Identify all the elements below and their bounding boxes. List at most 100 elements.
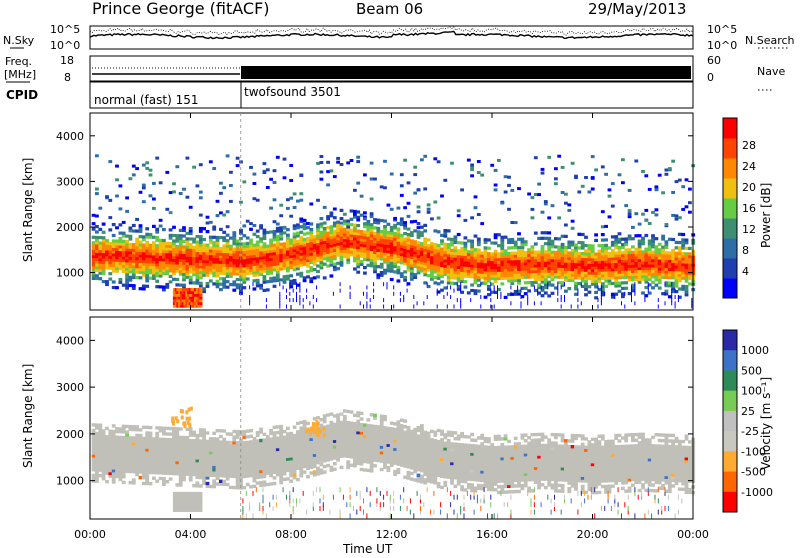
velocity-cell <box>142 426 146 429</box>
velocity-cell <box>172 472 176 475</box>
power-cell <box>464 242 468 245</box>
power-cell <box>423 259 427 262</box>
power-cell <box>474 206 478 209</box>
power-cell <box>634 234 638 237</box>
power-cell <box>182 265 186 268</box>
power-cell <box>266 305 267 309</box>
power-cell <box>376 249 380 252</box>
power-cell <box>253 268 257 271</box>
power-cell <box>651 211 655 214</box>
power-cell <box>581 241 585 244</box>
power-cell <box>588 250 592 253</box>
velocity-cell <box>253 437 257 440</box>
power-cell <box>299 239 303 242</box>
velocity-cell <box>108 430 112 433</box>
velocity-cell <box>209 468 213 471</box>
velocity-cell <box>196 434 200 437</box>
power-cell <box>209 247 213 250</box>
power-cell <box>363 211 367 214</box>
power-cell <box>521 260 525 263</box>
power-cell <box>484 238 488 241</box>
power-cell <box>229 200 233 203</box>
power-cell <box>668 282 672 285</box>
power-cell <box>655 185 659 188</box>
power-cell <box>400 217 404 220</box>
power-cell <box>514 241 518 244</box>
velocity-cell <box>159 438 163 441</box>
power-cell <box>628 292 632 295</box>
power-cell <box>393 251 397 254</box>
power-cell <box>98 207 102 210</box>
power-cell <box>182 256 186 259</box>
power-cell <box>574 176 578 179</box>
velocity-cell <box>175 444 179 447</box>
power-cell <box>534 242 538 245</box>
velocity-cell <box>293 506 294 511</box>
power-cell <box>326 254 330 257</box>
power-cell <box>671 276 675 279</box>
velocity-cell <box>323 465 327 468</box>
velocity-cell <box>222 480 226 483</box>
power-cell <box>443 243 447 246</box>
power-cell <box>631 265 635 268</box>
velocity-cell <box>326 464 330 467</box>
power-cell <box>621 243 625 246</box>
power-cell <box>323 233 327 236</box>
power-cell <box>537 264 541 267</box>
power-cell <box>376 219 380 222</box>
power-cell <box>581 279 585 282</box>
power-cell <box>443 265 447 268</box>
power-cell <box>514 276 518 279</box>
power-cell <box>678 216 682 219</box>
power-cell <box>608 260 612 263</box>
power-cell <box>631 237 635 240</box>
power-cell <box>564 235 568 238</box>
velocity-cell <box>105 480 109 483</box>
velocity-cell <box>135 434 139 437</box>
power-cell <box>242 264 246 267</box>
power-cell <box>353 246 357 249</box>
power-cell <box>614 246 618 249</box>
power-cell <box>541 253 545 256</box>
nave-tick-bottom: 0 <box>707 71 714 84</box>
power-cell <box>112 267 116 270</box>
freq-tick-top: 18 <box>60 54 74 67</box>
power-cell <box>263 234 267 237</box>
power-cell <box>675 257 679 260</box>
power-cell <box>484 296 488 299</box>
power-cell <box>246 261 250 264</box>
power-cell <box>139 260 143 263</box>
power-cell <box>591 274 595 277</box>
power-cell <box>135 271 139 274</box>
power-cell <box>420 250 424 253</box>
power-cell <box>105 195 109 198</box>
power-cell <box>363 222 367 225</box>
power-cell <box>189 237 193 240</box>
power-cell <box>675 279 679 282</box>
velocity-cell <box>226 477 230 480</box>
power-cell <box>477 160 481 163</box>
power-cell <box>186 276 190 279</box>
power-cell <box>551 240 555 243</box>
power-cell <box>303 305 304 309</box>
power-cell <box>152 269 156 272</box>
power-cell <box>417 188 421 191</box>
velocity-cell <box>226 483 230 486</box>
power-cell <box>628 215 632 218</box>
power-cell <box>289 215 293 218</box>
power-cell <box>256 241 260 244</box>
power-cell <box>253 224 257 227</box>
power-cell <box>259 267 263 270</box>
power-cell <box>611 235 615 238</box>
velocity-cell <box>333 423 337 426</box>
power-cell <box>604 244 608 247</box>
power-cell <box>551 204 555 207</box>
power-cell <box>644 286 648 289</box>
velocity-cell <box>229 441 233 444</box>
power-cell <box>145 241 149 244</box>
velocity-cell <box>159 426 163 429</box>
power-cell <box>547 216 551 219</box>
power-cell <box>383 305 384 309</box>
power-cell <box>320 161 324 164</box>
power-cell <box>132 224 136 227</box>
